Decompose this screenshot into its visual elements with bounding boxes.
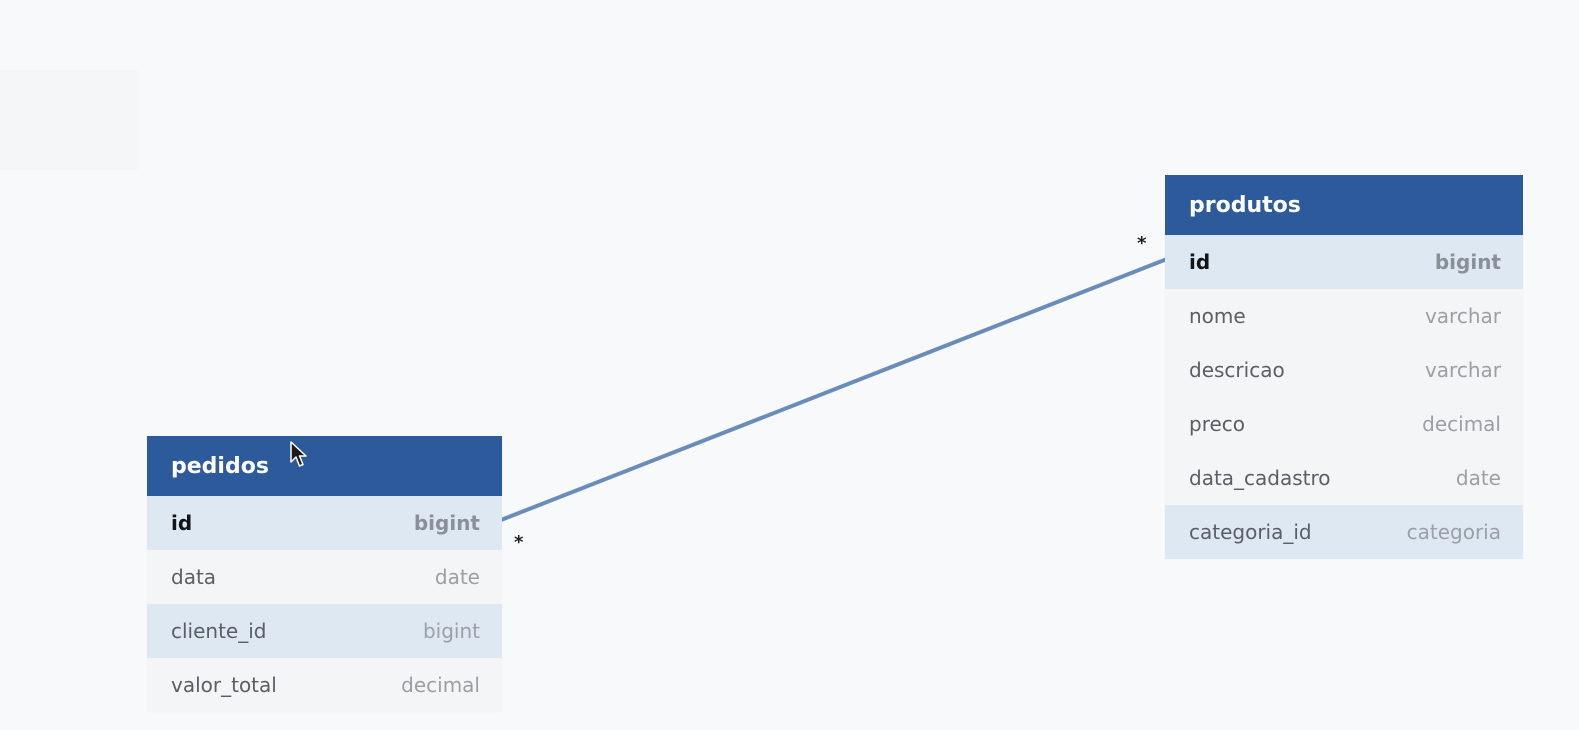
table-row[interactable]: id bigint [147,496,502,550]
mouse-cursor-icon [290,441,307,467]
column-type: decimal [1422,412,1501,436]
column-name: id [171,511,193,535]
column-type: bigint [422,619,480,643]
table-title: produtos [1189,192,1301,218]
column-type: date [434,565,480,589]
column-name: nome [1189,304,1246,328]
table-row[interactable]: data_cadastro date [1165,451,1523,505]
column-name: valor_total [171,673,277,697]
column-name: preco [1189,412,1246,436]
table-pedidos[interactable]: pedidos id bigint data date cliente_id b… [147,436,502,712]
column-name: cliente_id [171,619,267,643]
column-type: categoria [1406,520,1501,544]
table-produtos[interactable]: produtos id bigint nome varchar descrica… [1165,175,1523,559]
multiplicity-label-from: * [514,532,524,553]
table-row[interactable]: valor_total decimal [147,658,502,712]
table-row[interactable]: nome varchar [1165,289,1523,343]
multiplicity-label-to: * [1137,233,1147,254]
table-row[interactable]: categoria_id categoria [1165,505,1523,559]
column-name: descricao [1189,358,1285,382]
table-title: pedidos [171,453,269,479]
table-header-produtos[interactable]: produtos [1165,175,1523,235]
column-name: data_cadastro [1189,466,1331,490]
table-header-pedidos[interactable]: pedidos [147,436,502,496]
table-row[interactable]: id bigint [1165,235,1523,289]
background-panel [0,70,138,170]
column-type: varchar [1424,358,1501,382]
column-type: date [1455,466,1501,490]
column-name: data [171,565,217,589]
column-type: bigint [413,511,480,535]
table-row[interactable]: cliente_id bigint [147,604,502,658]
column-type: varchar [1424,304,1501,328]
column-name: categoria_id [1189,520,1312,544]
column-type: bigint [1434,250,1501,274]
column-name: id [1189,250,1211,274]
table-row[interactable]: preco decimal [1165,397,1523,451]
table-row[interactable]: data date [147,550,502,604]
relationship-line[interactable] [499,257,1169,522]
table-row[interactable]: descricao varchar [1165,343,1523,397]
column-type: decimal [401,673,480,697]
